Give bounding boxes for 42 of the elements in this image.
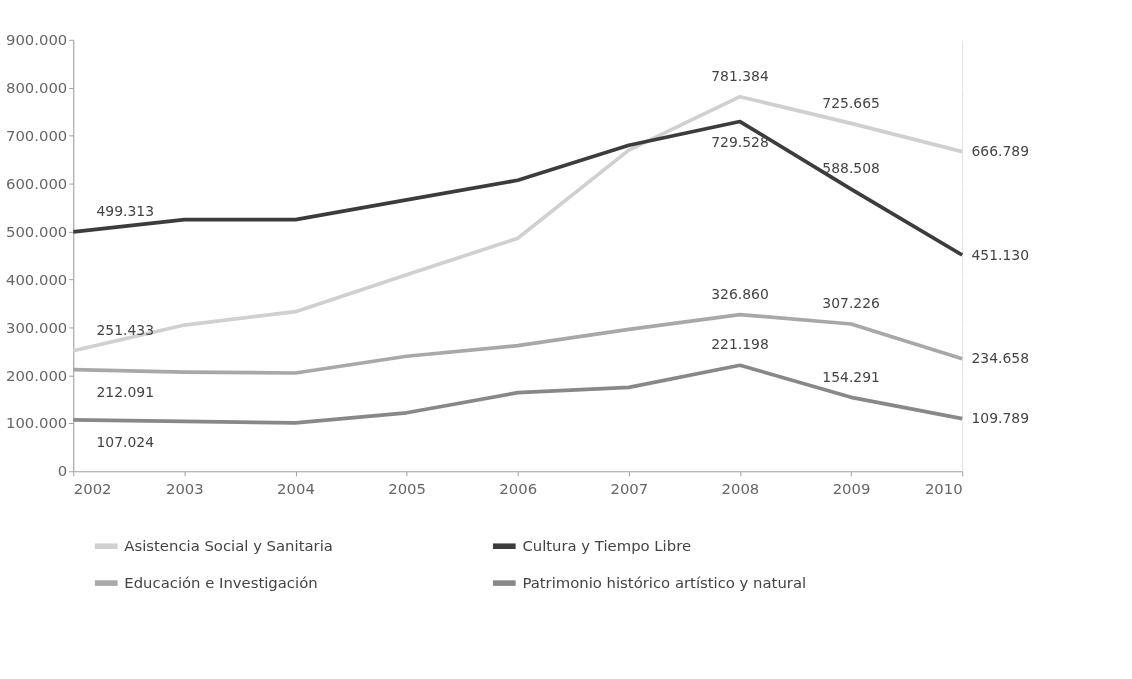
data-label: 234.658 (971, 350, 1029, 367)
y-tick-label: 600.000 (5, 174, 68, 192)
data-label: 781.384 (711, 67, 769, 84)
data-label: 326.860 (711, 285, 769, 302)
y-tick-label: 200.000 (5, 366, 68, 384)
y-tick-label: 900.000 (5, 30, 68, 48)
y-tick-label: 400.000 (5, 270, 68, 288)
data-label: 729.528 (711, 133, 769, 150)
data-label: 666.789 (971, 143, 1029, 160)
y-tick-label: 0 (57, 462, 68, 480)
data-label: 307.226 (822, 295, 880, 312)
data-label: 107.024 (96, 433, 155, 450)
x-tick-label: 2009 (832, 480, 871, 498)
data-label: 451.130 (971, 246, 1029, 263)
data-label: 499.313 (96, 203, 155, 220)
y-tick-label: 700.000 (5, 126, 68, 144)
data-label: 725.665 (822, 94, 880, 111)
y-tick-label: 100.000 (5, 414, 68, 432)
line-series (71, 94, 965, 353)
data-label: 221.198 (711, 336, 769, 353)
data-label: 109.789 (971, 410, 1029, 427)
x-tick-label: 2005 (388, 480, 426, 498)
legend-label: Asistencia Social y Sanitaria (124, 536, 333, 554)
legend-label: Cultura y Tiempo Libre (522, 536, 692, 554)
x-tick-label: 2008 (721, 480, 760, 498)
line-series (71, 363, 965, 425)
legend-label: Educación e Investigación (124, 573, 318, 591)
x-tick-label: 2004 (277, 480, 315, 498)
data-label: 212.091 (96, 383, 155, 400)
line-series (71, 119, 965, 257)
legend-label: Patrimonio histórico artístico y natural (522, 573, 807, 591)
y-tick-label: 800.000 (5, 78, 68, 96)
y-tick-label: 300.000 (5, 318, 68, 336)
data-label: 251.433 (96, 321, 155, 338)
x-tick-label: 2007 (610, 480, 649, 498)
x-tick-label: 2010 (924, 480, 963, 498)
x-tick-label: 2006 (499, 480, 538, 498)
data-label: 588.508 (822, 160, 880, 177)
data-label: 154.291 (822, 368, 880, 385)
x-tick-label: 2002 (73, 480, 112, 498)
x-tick-label: 2003 (166, 480, 204, 498)
y-tick-label: 500.000 (5, 222, 68, 240)
